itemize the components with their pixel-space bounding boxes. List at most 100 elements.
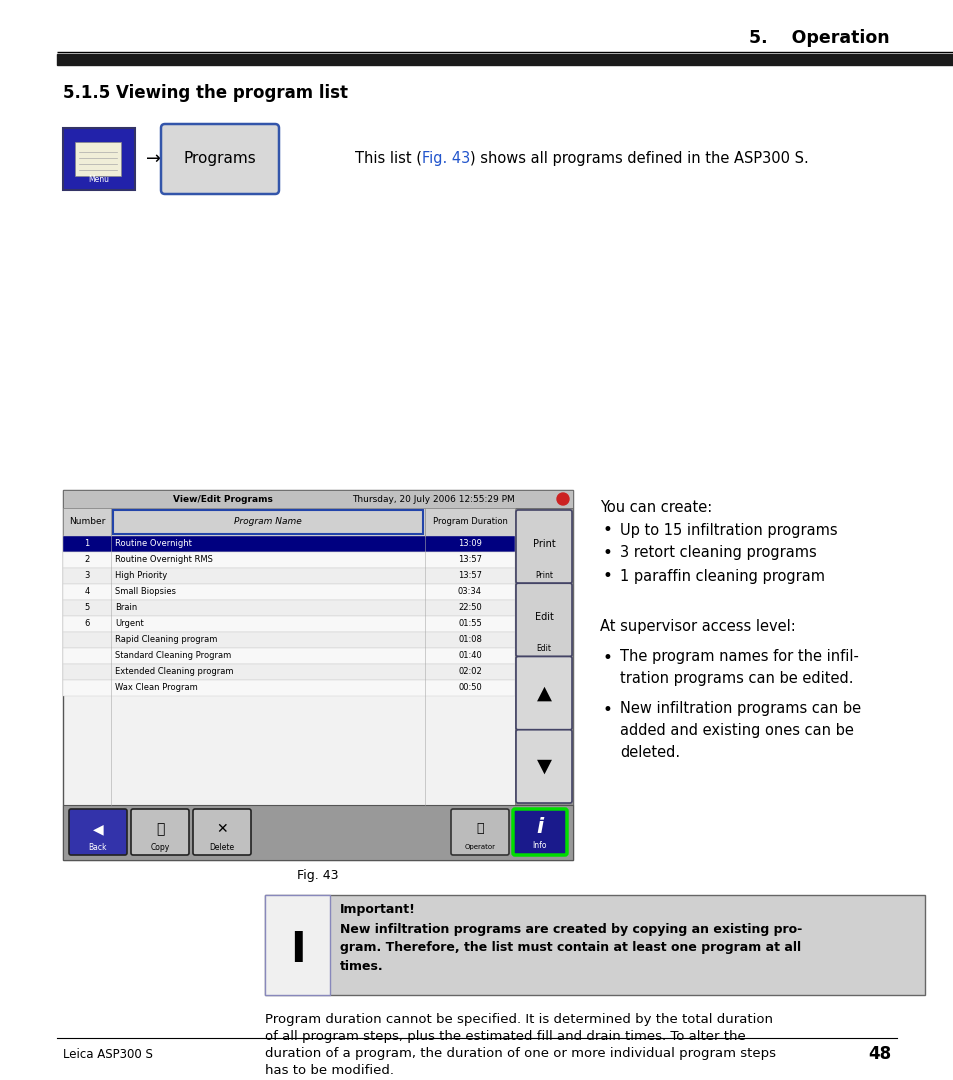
- Text: New infiltration programs can be
added and existing ones can be
deleted.: New infiltration programs can be added a…: [619, 701, 861, 760]
- Text: 22:50: 22:50: [457, 604, 481, 612]
- Text: 5.    Operation: 5. Operation: [749, 29, 889, 48]
- Text: ⎙: ⎙: [155, 822, 164, 836]
- Text: 3 retort cleaning programs: 3 retort cleaning programs: [619, 545, 816, 561]
- Text: Edit: Edit: [534, 612, 553, 622]
- Bar: [265, 895, 330, 995]
- Text: Extended Cleaning program: Extended Cleaning program: [115, 667, 233, 676]
- Text: Edit: Edit: [536, 644, 551, 653]
- Text: Programs: Programs: [183, 151, 256, 166]
- FancyBboxPatch shape: [513, 809, 566, 855]
- Text: I: I: [290, 929, 305, 971]
- Bar: [515, 508, 573, 805]
- Text: has to be modified.: has to be modified.: [265, 1064, 394, 1077]
- Text: ✕: ✕: [216, 822, 228, 836]
- Text: Leica ASP300 S: Leica ASP300 S: [63, 1048, 152, 1061]
- Text: Rapid Cleaning program: Rapid Cleaning program: [115, 635, 217, 645]
- Text: Brain: Brain: [115, 604, 137, 612]
- FancyBboxPatch shape: [451, 809, 509, 855]
- Text: 03:34: 03:34: [457, 588, 481, 596]
- Text: The program names for the infil-
tration programs can be edited.: The program names for the infil- tration…: [619, 649, 858, 686]
- FancyBboxPatch shape: [112, 510, 422, 534]
- Bar: [63, 490, 573, 508]
- Text: •: •: [602, 701, 612, 719]
- Text: Delete: Delete: [210, 842, 234, 851]
- Bar: [63, 552, 515, 568]
- Text: 4: 4: [84, 588, 90, 596]
- Text: Important!: Important!: [339, 903, 416, 916]
- Text: 1: 1: [84, 540, 90, 549]
- Text: ) shows all programs defined in the ASP300 S.: ) shows all programs defined in the ASP3…: [470, 150, 808, 165]
- Bar: [63, 129, 135, 190]
- Bar: [265, 895, 924, 995]
- Text: •: •: [602, 544, 612, 562]
- Text: Urgent: Urgent: [115, 620, 144, 629]
- Text: 13:09: 13:09: [457, 540, 481, 549]
- Text: Routine Overnight RMS: Routine Overnight RMS: [115, 555, 213, 565]
- Text: 13:57: 13:57: [457, 571, 481, 581]
- Text: Thursday, 20 July 2006 12:55:29 PM: Thursday, 20 July 2006 12:55:29 PM: [352, 495, 514, 503]
- Text: 6: 6: [84, 620, 90, 629]
- Text: Menu: Menu: [89, 175, 110, 184]
- FancyBboxPatch shape: [516, 657, 572, 730]
- Text: Program Duration: Program Duration: [432, 517, 507, 526]
- Text: Wax Clean Program: Wax Clean Program: [115, 684, 197, 692]
- Bar: [63, 680, 515, 696]
- Circle shape: [557, 492, 568, 505]
- Bar: [63, 648, 515, 664]
- Bar: [63, 584, 515, 600]
- Text: Operator: Operator: [464, 843, 495, 850]
- Text: Print: Print: [535, 570, 553, 580]
- Text: •: •: [602, 521, 612, 539]
- Text: 13:57: 13:57: [457, 555, 481, 565]
- Text: Program duration cannot be specified. It is determined by the total duration: Program duration cannot be specified. It…: [265, 1013, 772, 1026]
- Text: Standard Cleaning Program: Standard Cleaning Program: [115, 651, 231, 661]
- FancyBboxPatch shape: [69, 809, 127, 855]
- Bar: [63, 508, 515, 536]
- Text: ◀: ◀: [92, 822, 103, 836]
- Text: 01:08: 01:08: [457, 635, 481, 645]
- Bar: [63, 616, 515, 632]
- Text: Number: Number: [69, 517, 105, 526]
- Text: Routine Overnight: Routine Overnight: [115, 540, 192, 549]
- Text: 2: 2: [84, 555, 90, 565]
- Text: Copy: Copy: [151, 842, 170, 851]
- Text: Up to 15 infiltration programs: Up to 15 infiltration programs: [619, 523, 837, 538]
- Text: 3: 3: [84, 571, 90, 581]
- FancyBboxPatch shape: [161, 124, 278, 194]
- Text: At supervisor access level:: At supervisor access level:: [599, 619, 795, 634]
- FancyBboxPatch shape: [131, 809, 189, 855]
- Text: •: •: [294, 932, 300, 942]
- Text: 5.1.5 Viewing the program list: 5.1.5 Viewing the program list: [63, 84, 348, 102]
- Bar: [63, 490, 573, 860]
- Text: Small Biopsies: Small Biopsies: [115, 588, 175, 596]
- Text: Fig. 43: Fig. 43: [297, 868, 338, 881]
- Text: of all program steps, plus the estimated fill and drain times. To alter the: of all program steps, plus the estimated…: [265, 1030, 745, 1043]
- Text: 1 paraffin cleaning program: 1 paraffin cleaning program: [619, 568, 824, 583]
- Text: i: i: [536, 816, 543, 837]
- Text: ▲: ▲: [536, 684, 551, 703]
- Text: duration of a program, the duration of one or more individual program steps: duration of a program, the duration of o…: [265, 1047, 775, 1059]
- Text: This list (: This list (: [355, 150, 421, 165]
- FancyBboxPatch shape: [516, 510, 572, 583]
- Text: →: →: [146, 150, 161, 168]
- Bar: [63, 600, 515, 616]
- Text: ▼: ▼: [536, 757, 551, 775]
- Text: 48: 48: [867, 1045, 890, 1063]
- Text: 02:02: 02:02: [457, 667, 481, 676]
- Text: You can create:: You can create:: [599, 500, 712, 515]
- Bar: [63, 664, 515, 680]
- FancyBboxPatch shape: [516, 730, 572, 804]
- Text: New infiltration programs are created by copying an existing pro-
gram. Therefor: New infiltration programs are created by…: [339, 923, 801, 973]
- Text: 🦺: 🦺: [476, 823, 483, 836]
- Bar: [57, 54, 953, 65]
- Bar: [63, 805, 573, 860]
- FancyBboxPatch shape: [193, 809, 251, 855]
- FancyBboxPatch shape: [516, 583, 572, 657]
- Bar: [63, 568, 515, 584]
- Text: 00:50: 00:50: [457, 684, 481, 692]
- Text: •: •: [602, 567, 612, 585]
- Text: 5: 5: [84, 604, 90, 612]
- Bar: [75, 141, 121, 176]
- Text: Back: Back: [89, 842, 107, 851]
- Text: High Priority: High Priority: [115, 571, 167, 581]
